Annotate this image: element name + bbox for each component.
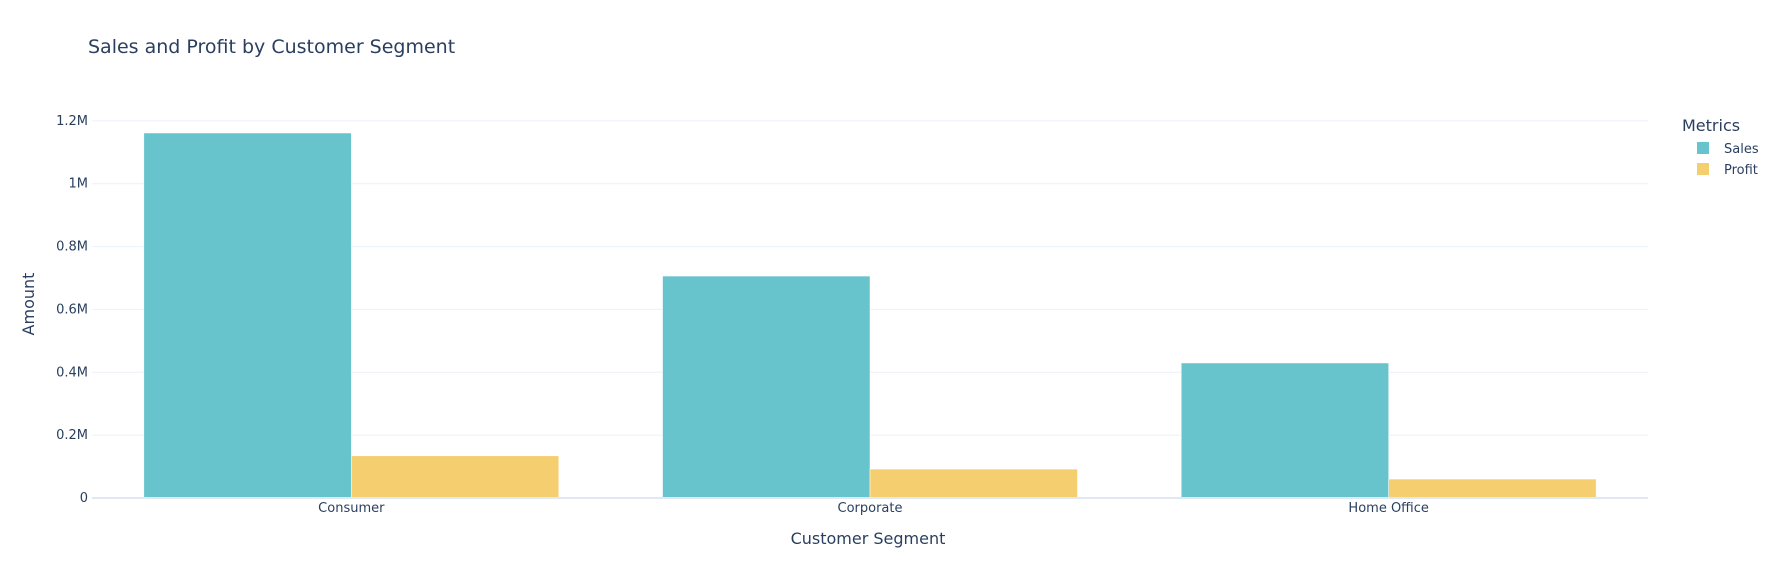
y-tick-labels: 0 0.2M 0.4M 0.6M 0.8M 1M 1.2M (56, 114, 88, 506)
bar-profit-consumer[interactable] (351, 455, 560, 499)
y-tick-label: 0.4M (56, 365, 88, 380)
legend-label: Sales (1724, 142, 1759, 157)
x-tick-label: Home Office (1348, 501, 1428, 516)
y-tick-label: 0.8M (56, 240, 88, 255)
y-tick-label: 0 (80, 491, 88, 506)
x-axis-title: Customer Segment (791, 529, 946, 548)
bar-sales-home-office[interactable] (1180, 362, 1389, 499)
legend-item-sales[interactable]: Sales (1697, 142, 1759, 157)
y-tick-label: 0.6M (56, 302, 88, 317)
legend-swatch-profit (1697, 163, 1709, 175)
y-tick-label: 0.2M (56, 428, 88, 443)
x-tick-label: Consumer (318, 501, 385, 516)
bar-sales-consumer[interactable] (143, 132, 352, 499)
y-axis-title: Amount (19, 273, 38, 336)
legend-swatch-sales (1697, 142, 1709, 154)
bar-profit-home-office[interactable] (1388, 478, 1597, 499)
chart-title: Sales and Profit by Customer Segment (88, 36, 455, 58)
x-tick-label: Corporate (838, 501, 903, 516)
bar-sales-corporate[interactable] (662, 275, 871, 499)
legend-title: Metrics (1682, 116, 1740, 135)
legend-item-profit[interactable]: Profit (1697, 163, 1758, 178)
legend-label: Profit (1724, 163, 1758, 178)
legend: Metrics Sales Profit (1682, 116, 1759, 178)
y-tick-label: 1.2M (56, 114, 88, 129)
bar-profit-corporate[interactable] (869, 468, 1078, 499)
y-tick-label: 1M (69, 177, 89, 192)
x-tick-labels: Consumer Corporate Home Office (318, 501, 1429, 516)
bars (92, 132, 1648, 499)
